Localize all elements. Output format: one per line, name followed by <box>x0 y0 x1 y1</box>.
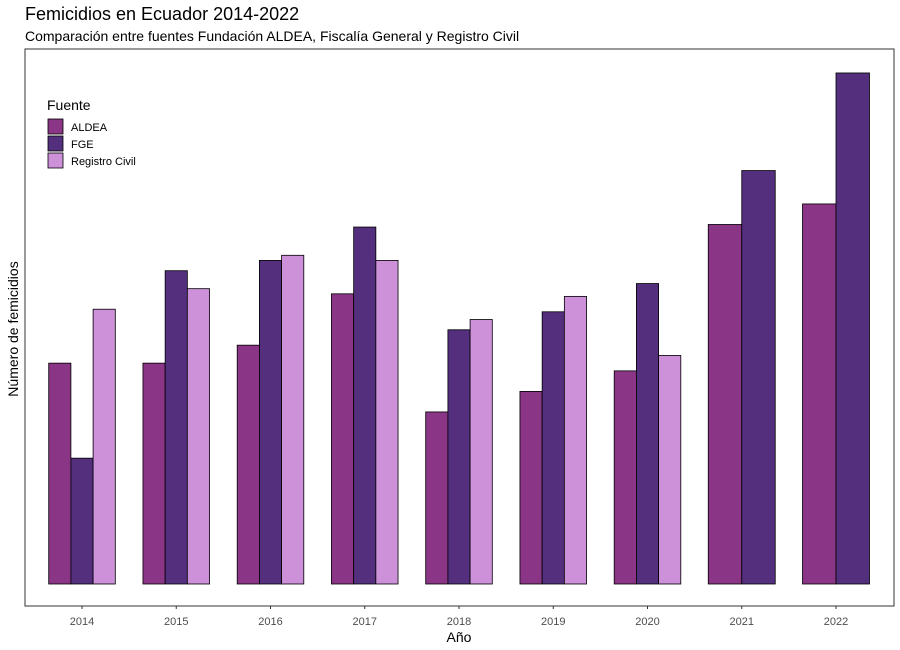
bar-fge-2017 <box>353 226 377 585</box>
bar-fge-2022 <box>835 72 870 585</box>
x-tick-label-2019: 2019 <box>541 616 565 628</box>
x-tick-label-2015: 2015 <box>164 616 188 628</box>
bar-fge-2014 <box>70 457 94 585</box>
bar-fge-2020 <box>636 283 660 585</box>
y-axis-title: Número de femicidios <box>5 261 21 396</box>
legend-title: Fuente <box>47 97 91 113</box>
x-tick-label-2014: 2014 <box>70 616 94 628</box>
x-tick-label-2022: 2022 <box>824 616 848 628</box>
chart-subtitle: Comparación entre fuentes Fundación ALDE… <box>25 28 520 44</box>
bar-aldea-2014 <box>48 362 72 585</box>
legend-label-registro-civil: Registro Civil <box>71 156 136 168</box>
bars-group <box>48 72 870 585</box>
bar-aldea-2021 <box>707 224 743 585</box>
x-axis-title: Año <box>447 629 472 645</box>
bar-registro-civil-2016 <box>281 254 305 585</box>
bar-fge-2018 <box>447 329 471 585</box>
bar-registro-civil-2015 <box>186 288 210 585</box>
chart-title: Femicidios en Ecuador 2014-2022 <box>25 4 300 24</box>
bar-aldea-2020 <box>613 370 637 585</box>
bar-aldea-2019 <box>519 390 543 585</box>
legend-label-aldea: ALDEA <box>71 122 108 134</box>
x-tick-label-2016: 2016 <box>258 616 282 628</box>
bar-fge-2016 <box>258 260 282 585</box>
bar-fge-2021 <box>741 170 776 585</box>
bar-aldea-2022 <box>802 203 837 585</box>
legend-key-registro-civil <box>47 152 64 169</box>
bar-registro-civil-2014 <box>92 308 116 585</box>
bar-registro-civil-2017 <box>375 260 399 585</box>
x-tick-label-2021: 2021 <box>730 616 754 628</box>
bar-aldea-2016 <box>236 344 260 585</box>
bar-fge-2015 <box>164 270 188 585</box>
bar-registro-civil-2020 <box>658 355 682 585</box>
x-tick-label-2018: 2018 <box>447 616 471 628</box>
x-axis: 2014 2015 2016 2017 2018 2019 2020 2021 2022 <box>70 606 848 628</box>
legend-key-aldea <box>47 118 64 135</box>
bar-fge-2019 <box>541 311 565 585</box>
legend-key-fge <box>47 135 64 152</box>
x-tick-label-2017: 2017 <box>353 616 377 628</box>
bar-aldea-2015 <box>142 362 166 585</box>
x-tick-label-2020: 2020 <box>635 616 659 628</box>
bar-aldea-2017 <box>331 293 355 585</box>
bar-aldea-2018 <box>425 411 449 585</box>
bar-registro-civil-2018 <box>469 319 493 585</box>
legend-label-fge: FGE <box>71 139 94 151</box>
legend: Fuente ALDEA FGE Registro Civil <box>47 97 136 169</box>
bar-registro-civil-2019 <box>563 295 587 585</box>
